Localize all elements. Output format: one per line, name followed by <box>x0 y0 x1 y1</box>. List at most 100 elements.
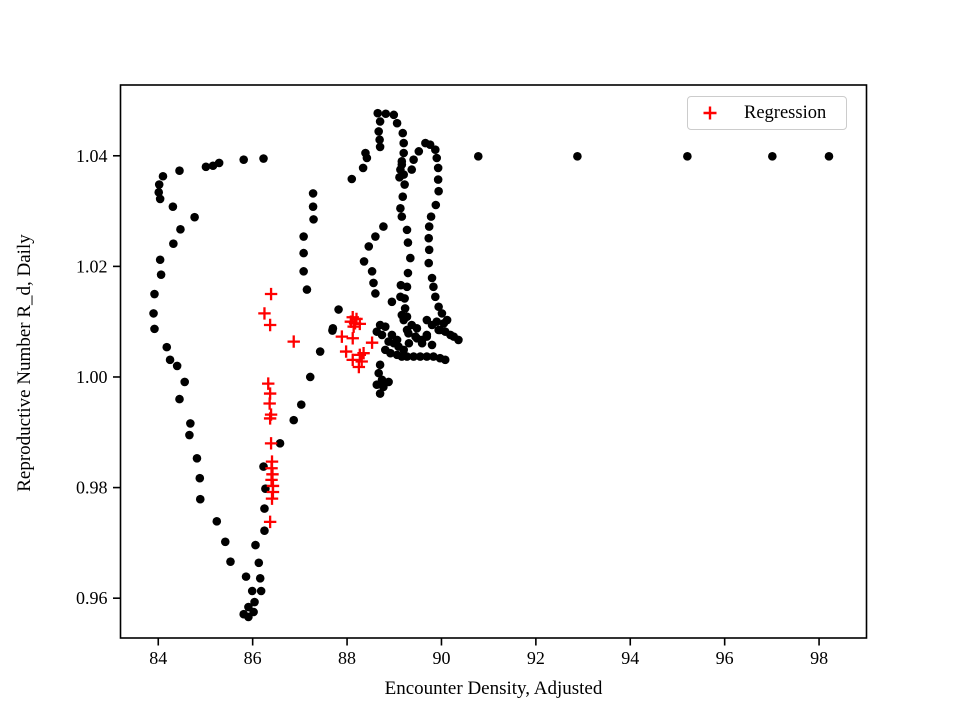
data-point-trajectory <box>399 138 409 148</box>
data-point-trajectory <box>374 127 383 136</box>
data-point-trajectory <box>373 108 383 118</box>
data-point-trajectory <box>169 239 178 249</box>
data-point-trajectory <box>208 161 218 171</box>
data-point-trajectory <box>328 324 338 333</box>
data-point-trajectory <box>259 154 268 163</box>
data-point-regression <box>346 353 359 367</box>
data-point-trajectory <box>260 504 269 513</box>
data-point-trajectory <box>424 258 434 268</box>
data-point-regression <box>346 332 359 345</box>
data-point-trajectory <box>251 540 260 550</box>
data-point-trajectory <box>386 348 395 358</box>
data-point-trajectory <box>377 330 387 340</box>
x-tick-label: 86 <box>244 648 262 668</box>
data-point-trajectory <box>275 439 285 448</box>
data-point-regression <box>365 336 379 349</box>
data-point-trajectory <box>375 135 384 145</box>
data-point-trajectory <box>384 377 393 387</box>
data-point-trajectory <box>334 305 343 314</box>
data-point-regression <box>355 355 368 368</box>
legend: Regression <box>687 96 847 130</box>
y-axis-label: Reproductive Number R_d, Daily <box>14 234 35 492</box>
data-point-regression <box>265 492 279 505</box>
data-point-trajectory <box>573 152 582 161</box>
data-point-trajectory <box>154 180 164 189</box>
data-point-trajectory <box>309 215 318 224</box>
data-point-trajectory <box>162 342 172 352</box>
data-point-trajectory <box>442 315 452 325</box>
data-point-trajectory <box>399 148 409 158</box>
data-point-trajectory <box>195 473 205 483</box>
data-point-trajectory <box>175 394 184 404</box>
data-point-trajectory <box>220 537 230 547</box>
y-tick-label: 1.02 <box>76 256 108 276</box>
data-point-trajectory <box>409 352 418 361</box>
data-point-trajectory <box>399 170 409 179</box>
data-point-trajectory <box>226 557 235 566</box>
data-point-trajectory <box>156 270 166 279</box>
data-point-trajectory <box>347 174 357 184</box>
data-point-trajectory <box>168 202 178 211</box>
data-point-trajectory <box>402 312 412 322</box>
data-point-trajectory <box>367 267 377 276</box>
data-point-trajectory <box>387 297 397 307</box>
data-point-trajectory <box>392 118 402 128</box>
data-point-regression <box>347 320 360 333</box>
data-point-trajectory <box>149 309 158 318</box>
axes-spines <box>119 84 868 639</box>
data-point-trajectory <box>431 292 440 302</box>
data-point-trajectory <box>433 175 443 184</box>
data-point-trajectory <box>427 340 437 350</box>
data-point-trajectory <box>165 355 175 365</box>
data-point-trajectory <box>239 155 248 164</box>
data-point-regression <box>353 317 367 331</box>
y-tick-label: 0.98 <box>76 478 108 498</box>
data-point-regression <box>263 397 276 410</box>
data-point-trajectory <box>289 415 299 425</box>
data-point-trajectory <box>158 171 168 181</box>
data-point-trajectory <box>407 165 417 174</box>
data-point-trajectory <box>768 152 777 161</box>
data-point-trajectory <box>155 255 165 265</box>
y-tick-label: 0.96 <box>76 588 108 608</box>
data-point-trajectory <box>299 232 308 241</box>
data-point-trajectory <box>195 494 205 504</box>
data-point-trajectory <box>255 573 265 583</box>
data-point-trajectory <box>185 430 194 440</box>
data-point-trajectory <box>254 558 264 568</box>
data-point-regression <box>265 473 278 487</box>
data-point-trajectory <box>296 400 306 409</box>
data-point-trajectory <box>375 117 385 126</box>
x-tick-label: 94 <box>621 648 639 668</box>
data-point-trajectory <box>389 110 399 120</box>
data-point-trajectory <box>315 347 325 356</box>
data-point-trajectory <box>260 526 269 536</box>
data-point-trajectory <box>190 212 199 222</box>
data-point-trajectory <box>473 152 483 161</box>
data-point-trajectory <box>400 304 410 313</box>
data-point-trajectory <box>429 282 438 292</box>
data-point-trajectory <box>397 160 407 169</box>
data-point-trajectory <box>427 273 437 283</box>
x-tick-label: 84 <box>149 648 167 668</box>
data-point-trajectory <box>432 153 442 163</box>
data-point-regression <box>335 330 349 343</box>
x-tick-label: 88 <box>338 648 356 668</box>
x-tick-label: 90 <box>432 648 450 668</box>
x-tick-label: 92 <box>527 648 545 668</box>
data-point-regression <box>287 335 300 348</box>
data-point-trajectory <box>358 163 368 173</box>
data-point-regression <box>263 318 277 332</box>
data-point-trajectory <box>359 257 369 266</box>
data-point-trajectory <box>186 419 195 428</box>
data-point-trajectory <box>404 338 414 348</box>
data-point-trajectory <box>402 282 412 292</box>
x-axis-label: Encounter Density, Adjusted <box>384 678 603 699</box>
data-point-trajectory <box>241 572 251 581</box>
data-point-trajectory <box>426 212 436 221</box>
data-point-trajectory <box>250 597 259 607</box>
data-point-trajectory <box>154 187 164 197</box>
data-point-trajectory <box>824 152 834 161</box>
